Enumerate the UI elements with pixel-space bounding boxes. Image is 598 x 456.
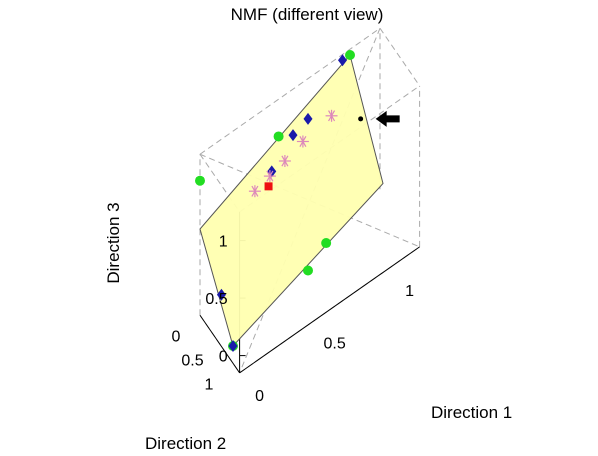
black-dot-marker xyxy=(358,116,364,122)
box-edge xyxy=(199,153,241,213)
star-marker xyxy=(248,185,261,198)
projection-diamond xyxy=(288,129,298,142)
star-marker xyxy=(325,109,338,122)
data-point-circle xyxy=(321,238,332,249)
y-tick-label: 0.5 xyxy=(181,352,203,369)
data-point-circle xyxy=(345,50,355,60)
x-axis-line xyxy=(239,246,420,374)
x-tick-label: 0.5 xyxy=(323,335,345,352)
y-tick-label: 0 xyxy=(172,328,181,345)
projection-diamond xyxy=(338,54,347,67)
projection-diamond xyxy=(228,340,238,352)
chart-title: NMF (different view) xyxy=(231,5,384,24)
y-axis-line xyxy=(199,314,241,374)
left-arrow-icon xyxy=(375,110,400,127)
box-edge xyxy=(239,85,420,213)
projection-diamond xyxy=(216,288,226,301)
y-tick-label: 1 xyxy=(205,376,214,393)
data-marks xyxy=(195,50,364,352)
data-point-circle xyxy=(273,131,284,142)
star-marker xyxy=(278,155,291,167)
square-marker xyxy=(264,182,273,191)
box-edge xyxy=(379,27,421,87)
projection-diamond xyxy=(303,112,313,125)
star-marker xyxy=(296,135,309,148)
z-axis-label: Direction 3 xyxy=(104,202,123,283)
box-edge xyxy=(199,27,381,155)
z-tick-label: 0 xyxy=(219,349,228,366)
data-point-circle xyxy=(303,265,313,276)
z-tick-label: 1 xyxy=(219,234,228,251)
x-axis-label: Direction 1 xyxy=(431,403,512,422)
annotation-arrow xyxy=(375,110,400,127)
y-axis-label: Direction 2 xyxy=(145,434,226,453)
x-tick-label: 0 xyxy=(255,388,264,405)
x-tick-label: 1 xyxy=(405,283,414,300)
z-tick-label: 0.5 xyxy=(205,291,227,308)
data-point-circle xyxy=(195,175,205,186)
star-marker xyxy=(263,170,276,183)
